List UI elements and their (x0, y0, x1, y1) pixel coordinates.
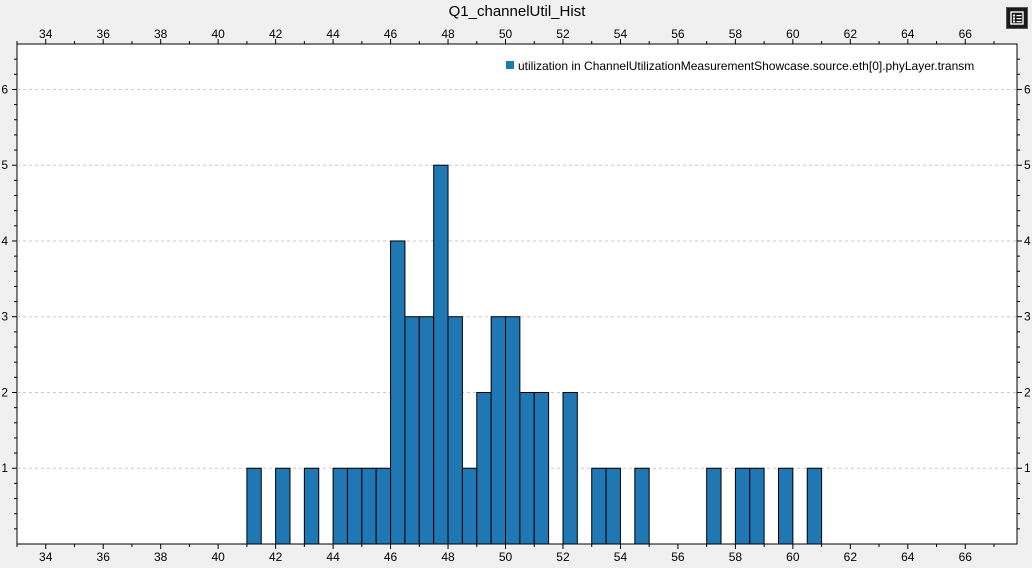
x-tick-label-top: 38 (154, 27, 168, 41)
histogram-bar (433, 164, 449, 545)
histogram-bar (490, 316, 507, 545)
x-tick-label-bottom: 52 (556, 550, 570, 564)
y-tick-label-left: 5 (1, 158, 8, 172)
y-tick-label-left: 3 (1, 310, 8, 324)
y-tick-label-right: 2 (1024, 385, 1031, 399)
histogram-bar (605, 467, 621, 545)
x-tick-label-bottom: 36 (97, 550, 111, 564)
x-tick-label-bottom: 54 (614, 550, 628, 564)
x-tick-label-top: 46 (384, 27, 398, 41)
x-tick-label-top: 60 (786, 27, 800, 41)
x-tick-label-bottom: 40 (211, 550, 225, 564)
x-tick-label-bottom: 46 (384, 550, 398, 564)
y-tick-label-left: 4 (1, 234, 8, 248)
histogram-bar (533, 391, 550, 545)
histogram-bar (706, 467, 722, 545)
axes: 3434363638384040424244444646484850505252… (1, 27, 1031, 564)
histogram-bar (375, 467, 392, 545)
legend-swatch (506, 61, 514, 69)
x-tick-label-top: 44 (326, 27, 340, 41)
x-tick-label-top: 34 (39, 27, 53, 41)
histogram-bar (461, 467, 478, 545)
x-tick-label-bottom: 60 (786, 550, 800, 564)
y-tick-label-right: 5 (1024, 158, 1031, 172)
histogram-bar (476, 391, 492, 545)
legend-label: utilization in ChannelUtilizationMeasure… (518, 59, 974, 73)
x-tick-label-bottom: 44 (326, 550, 340, 564)
x-tick-label-bottom: 34 (39, 550, 53, 564)
x-tick-label-top: 58 (729, 27, 743, 41)
x-tick-label-bottom: 50 (499, 550, 513, 564)
legend-toggle-button[interactable] (1006, 7, 1028, 29)
histogram-bar (734, 467, 751, 545)
x-tick-label-bottom: 42 (269, 550, 283, 564)
histogram-bar (562, 391, 578, 545)
x-tick-label-bottom: 66 (959, 550, 973, 564)
histogram-bar (332, 467, 348, 545)
y-tick-label-left: 2 (1, 385, 8, 399)
histogram-bar (390, 240, 406, 545)
x-tick-label-top: 40 (211, 27, 225, 41)
y-tick-label-right: 3 (1024, 310, 1031, 324)
x-tick-label-bottom: 64 (901, 550, 915, 564)
histogram-bar (749, 467, 765, 545)
y-tick-label-right: 4 (1024, 234, 1031, 248)
histogram-bar (591, 467, 607, 545)
x-tick-label-top: 66 (959, 27, 973, 41)
histogram-bar (303, 467, 320, 545)
histogram-bar (361, 467, 377, 545)
x-tick-label-bottom: 38 (154, 550, 168, 564)
y-tick-label-right: 1 (1024, 461, 1031, 475)
x-tick-label-bottom: 48 (441, 550, 455, 564)
histogram-bar (634, 467, 650, 545)
x-tick-label-top: 48 (441, 27, 455, 41)
histogram-bar (246, 467, 262, 545)
histogram-bar (447, 316, 463, 545)
x-tick-label-top: 52 (556, 27, 570, 41)
x-tick-label-top: 42 (269, 27, 283, 41)
x-tick-label-top: 56 (671, 27, 685, 41)
x-tick-label-bottom: 58 (729, 550, 743, 564)
histogram-bar (346, 467, 363, 545)
histogram-bar (777, 467, 794, 545)
x-tick-label-top: 64 (901, 27, 915, 41)
y-tick-label-right: 6 (1024, 82, 1031, 96)
histogram-bars (246, 164, 823, 545)
histogram-bar (418, 316, 435, 545)
list-icon (1010, 11, 1024, 25)
chart-title: Q1_channelUtil_Hist (449, 3, 587, 20)
histogram-bar (505, 316, 521, 545)
x-tick-label-top: 36 (97, 27, 111, 41)
histogram-bar (519, 391, 535, 545)
histogram-bar (404, 316, 420, 545)
x-tick-label-bottom: 62 (844, 550, 858, 564)
histogram-bar (275, 467, 291, 545)
x-tick-label-top: 62 (844, 27, 858, 41)
legend: utilization in ChannelUtilizationMeasure… (506, 59, 974, 73)
x-tick-label-bottom: 56 (671, 550, 685, 564)
y-tick-label-left: 6 (1, 82, 8, 96)
x-tick-label-top: 54 (614, 27, 628, 41)
histogram-bar (806, 467, 823, 545)
x-tick-label-top: 50 (499, 27, 513, 41)
y-tick-label-left: 1 (1, 461, 8, 475)
